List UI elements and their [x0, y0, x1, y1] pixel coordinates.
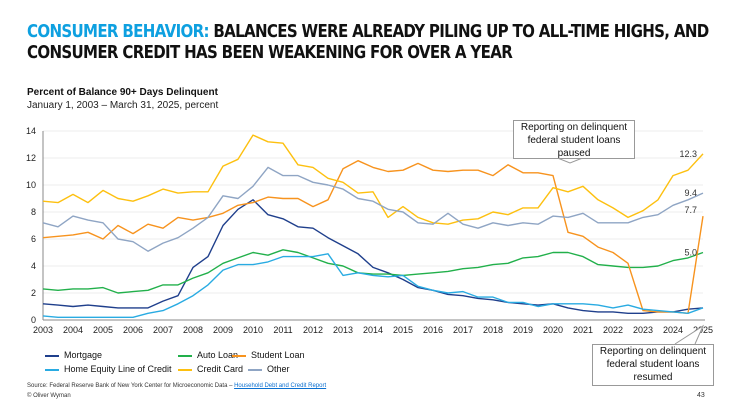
- end-value-label: 12.3: [679, 149, 697, 159]
- x-tick-label: 2011: [273, 325, 292, 335]
- x-tick-label: 2019: [513, 325, 533, 335]
- x-tick-label: 2021: [573, 325, 593, 335]
- end-value-label: 9.4: [684, 188, 697, 198]
- series-line-home-equity-line-of-credit: [42, 253, 704, 318]
- x-tick-label: 2025: [693, 325, 713, 335]
- x-tick-label: 2018: [483, 325, 503, 335]
- end-value-label: 5.0: [684, 248, 697, 258]
- x-tick-label: 2005: [93, 325, 113, 335]
- series-line-other: [42, 166, 704, 252]
- legend-swatch: [178, 368, 192, 371]
- x-tick-label: 2006: [123, 325, 143, 335]
- legend-label: Other: [267, 364, 290, 374]
- legend-label: Mortgage: [64, 350, 103, 360]
- legend-swatch: [248, 368, 262, 371]
- y-tick-label: 14: [26, 126, 36, 136]
- chart-date-range: January 1, 2003 – March 31, 2025, percen…: [27, 100, 219, 111]
- legend-credit-card: Credit Card: [178, 364, 243, 374]
- legend-swatch: [45, 368, 59, 371]
- series-line-credit-card: [42, 134, 704, 225]
- title-rest: BALANCES WERE ALREADY PILING UP TO ALL-T…: [208, 22, 709, 42]
- x-tick-label: 2010: [243, 325, 263, 335]
- x-tick-label: 2003: [33, 325, 53, 335]
- series-line-student-loan: [42, 159, 704, 314]
- source-link[interactable]: Household Debt and Credit Report: [234, 383, 327, 389]
- legend-swatch: [232, 354, 246, 357]
- x-tick-label: 2012: [303, 325, 323, 335]
- x-tick-label: 2013: [333, 325, 353, 335]
- end-value-label: 7.7: [684, 205, 697, 215]
- title-highlight: CONSUMER BEHAVIOR:: [27, 22, 210, 42]
- copyright: © Oliver Wyman: [27, 393, 71, 399]
- callout-pointer: [674, 324, 705, 345]
- series-line-mortgage: [42, 199, 704, 314]
- y-tick-label: 10: [26, 180, 36, 190]
- x-tick-label: 2022: [603, 325, 623, 335]
- callout-resumed: Reporting on delinquent federal student …: [592, 344, 714, 386]
- x-tick-label: 2008: [183, 325, 203, 335]
- y-tick-label: 0: [31, 315, 36, 325]
- legend-student-loan: Student Loan: [232, 350, 305, 360]
- legend-mortgage: Mortgage: [45, 350, 102, 360]
- x-tick-label: 2023: [633, 325, 653, 335]
- x-tick-label: 2024: [663, 325, 683, 335]
- legend-label: Credit Card: [197, 364, 244, 374]
- page-title: CONSUMER BEHAVIOR: BALANCES WERE ALREADY…: [27, 22, 715, 64]
- chart-subtitle: Percent of Balance 90+ Days Delinquent: [27, 87, 218, 98]
- source-text: Source: Federal Reserve Bank of New York…: [27, 383, 235, 389]
- x-tick-label: 2017: [453, 325, 473, 335]
- legend-swatch: [45, 354, 59, 357]
- legend-label: Auto Loan: [197, 350, 239, 360]
- x-tick-label: 2004: [63, 325, 83, 335]
- x-tick-label: 2016: [423, 325, 443, 335]
- legend-label: Student Loan: [251, 350, 305, 360]
- y-tick-label: 8: [31, 207, 36, 217]
- x-tick-label: 2009: [213, 325, 233, 335]
- y-tick-label: 6: [31, 234, 36, 244]
- legend-label: Home Equity Line of Credit: [64, 364, 172, 374]
- x-tick-label: 2020: [543, 325, 563, 335]
- x-tick-label: 2014: [363, 325, 383, 335]
- x-tick-label: 2015: [393, 325, 413, 335]
- legend-heloc: Home Equity Line of Credit: [45, 364, 172, 374]
- y-tick-label: 2: [31, 288, 36, 298]
- source-note: Source: Federal Reserve Bank of New York…: [27, 383, 326, 389]
- y-tick-label: 4: [31, 261, 36, 271]
- series-line-auto-loan: [42, 249, 704, 294]
- y-tick-label: 12: [26, 153, 36, 163]
- page-number: 43: [697, 392, 705, 399]
- legend-auto-loan: Auto Loan: [178, 350, 238, 360]
- legend-swatch: [178, 354, 192, 357]
- callout-paused: Reporting on delinquent federal student …: [513, 120, 635, 159]
- x-tick-label: 2007: [153, 325, 173, 335]
- legend-other: Other: [248, 364, 290, 374]
- title-line2: CONSUMER CREDIT HAS BEEN WEAKENING FOR O…: [27, 43, 513, 63]
